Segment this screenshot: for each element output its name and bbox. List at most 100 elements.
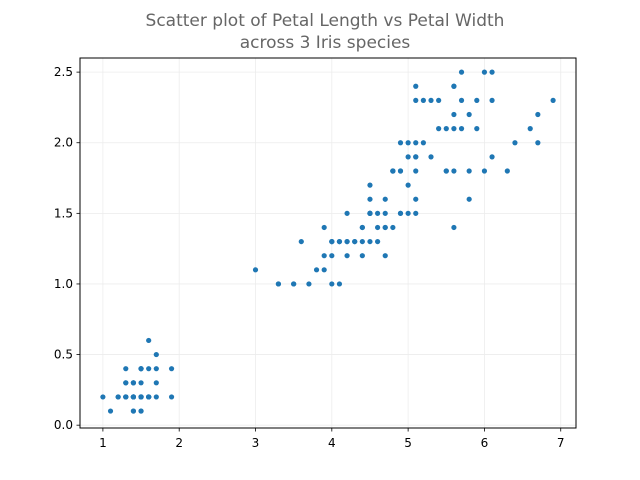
data-point [397, 140, 404, 146]
data-point [329, 238, 335, 245]
data-point [458, 97, 465, 103]
data-point [130, 394, 137, 400]
data-point [489, 154, 495, 160]
data-points [100, 69, 556, 414]
data-point [153, 394, 159, 400]
chart-title-line-1: Scatter plot of Petal Length vs Petal Wi… [145, 11, 505, 31]
y-tick-label: 1.0 [54, 277, 73, 291]
data-point [375, 210, 381, 216]
chart-title-line-2: across 3 Iris species [239, 33, 411, 53]
data-point [344, 253, 350, 259]
data-point [451, 126, 457, 132]
data-point [153, 351, 159, 358]
data-point [367, 196, 373, 202]
data-point [367, 182, 373, 188]
data-point [413, 154, 419, 160]
data-point [100, 394, 106, 400]
data-point [466, 168, 472, 174]
x-tick-label: 7 [557, 436, 565, 450]
data-point [489, 69, 495, 75]
data-point [481, 69, 488, 75]
y-tick-label: 0.5 [54, 348, 73, 362]
data-point [329, 253, 335, 259]
data-point [344, 238, 350, 245]
data-point [390, 168, 396, 174]
data-point [115, 394, 121, 400]
x-tick-label: 1 [99, 436, 107, 450]
data-point [146, 394, 152, 400]
axes-frame [79, 57, 577, 429]
data-point [458, 69, 465, 75]
data-point [527, 126, 533, 132]
data-point [405, 182, 411, 188]
data-point [275, 281, 281, 287]
data-point [466, 111, 472, 118]
data-point [413, 83, 419, 89]
data-point [504, 168, 510, 174]
data-point [420, 97, 426, 103]
data-point [397, 168, 404, 174]
data-point [443, 126, 449, 132]
data-point [130, 380, 137, 386]
data-point [367, 210, 373, 216]
data-point [474, 126, 480, 132]
data-point [451, 83, 457, 89]
data-point [329, 281, 335, 287]
data-point [146, 366, 152, 372]
data-point [130, 408, 137, 414]
y-tick-label: 2.0 [54, 136, 73, 150]
x-tick-label: 3 [252, 436, 260, 450]
data-point [321, 224, 327, 231]
data-point [489, 97, 495, 103]
data-point [359, 224, 365, 231]
data-point [413, 196, 419, 202]
data-point [436, 97, 442, 103]
data-point [138, 408, 144, 414]
data-point [443, 168, 449, 174]
data-point [512, 140, 518, 146]
data-point [306, 281, 312, 287]
data-point [375, 224, 381, 231]
data-point [382, 224, 388, 231]
data-point [413, 168, 419, 174]
data-point [168, 394, 175, 400]
data-point [420, 140, 426, 146]
data-point [550, 97, 556, 103]
data-point [428, 97, 434, 103]
data-point [466, 196, 472, 202]
data-point [397, 210, 404, 216]
data-point [481, 168, 488, 174]
data-point [313, 267, 320, 273]
x-tick-label: 2 [175, 436, 183, 450]
data-point [451, 168, 457, 174]
data-point [405, 210, 411, 216]
data-point [344, 210, 350, 216]
x-axis: 1 2 3 4 5 6 7 [99, 428, 565, 450]
data-point [535, 140, 541, 146]
data-point [382, 253, 388, 259]
grid-lines [80, 58, 576, 428]
data-point [413, 140, 419, 146]
data-point [405, 140, 411, 146]
data-point [168, 366, 175, 372]
data-point [382, 196, 388, 202]
y-tick-label: 1.5 [54, 206, 73, 220]
data-point [390, 224, 396, 231]
y-axis: 0.0 0.5 1.0 1.5 2.0 2.5 [54, 65, 80, 432]
data-point [321, 267, 327, 273]
data-point [138, 366, 144, 372]
data-point [298, 238, 304, 245]
x-tick-label: 5 [404, 436, 412, 450]
y-tick-label: 2.5 [54, 65, 73, 79]
data-point [336, 238, 343, 245]
data-point [352, 238, 358, 245]
data-point [138, 380, 144, 386]
data-point [375, 238, 381, 245]
data-point [451, 224, 457, 231]
data-point [428, 154, 434, 160]
x-tick-label: 6 [481, 436, 489, 450]
data-point [436, 126, 442, 132]
data-point [535, 111, 541, 118]
data-point [123, 366, 129, 372]
